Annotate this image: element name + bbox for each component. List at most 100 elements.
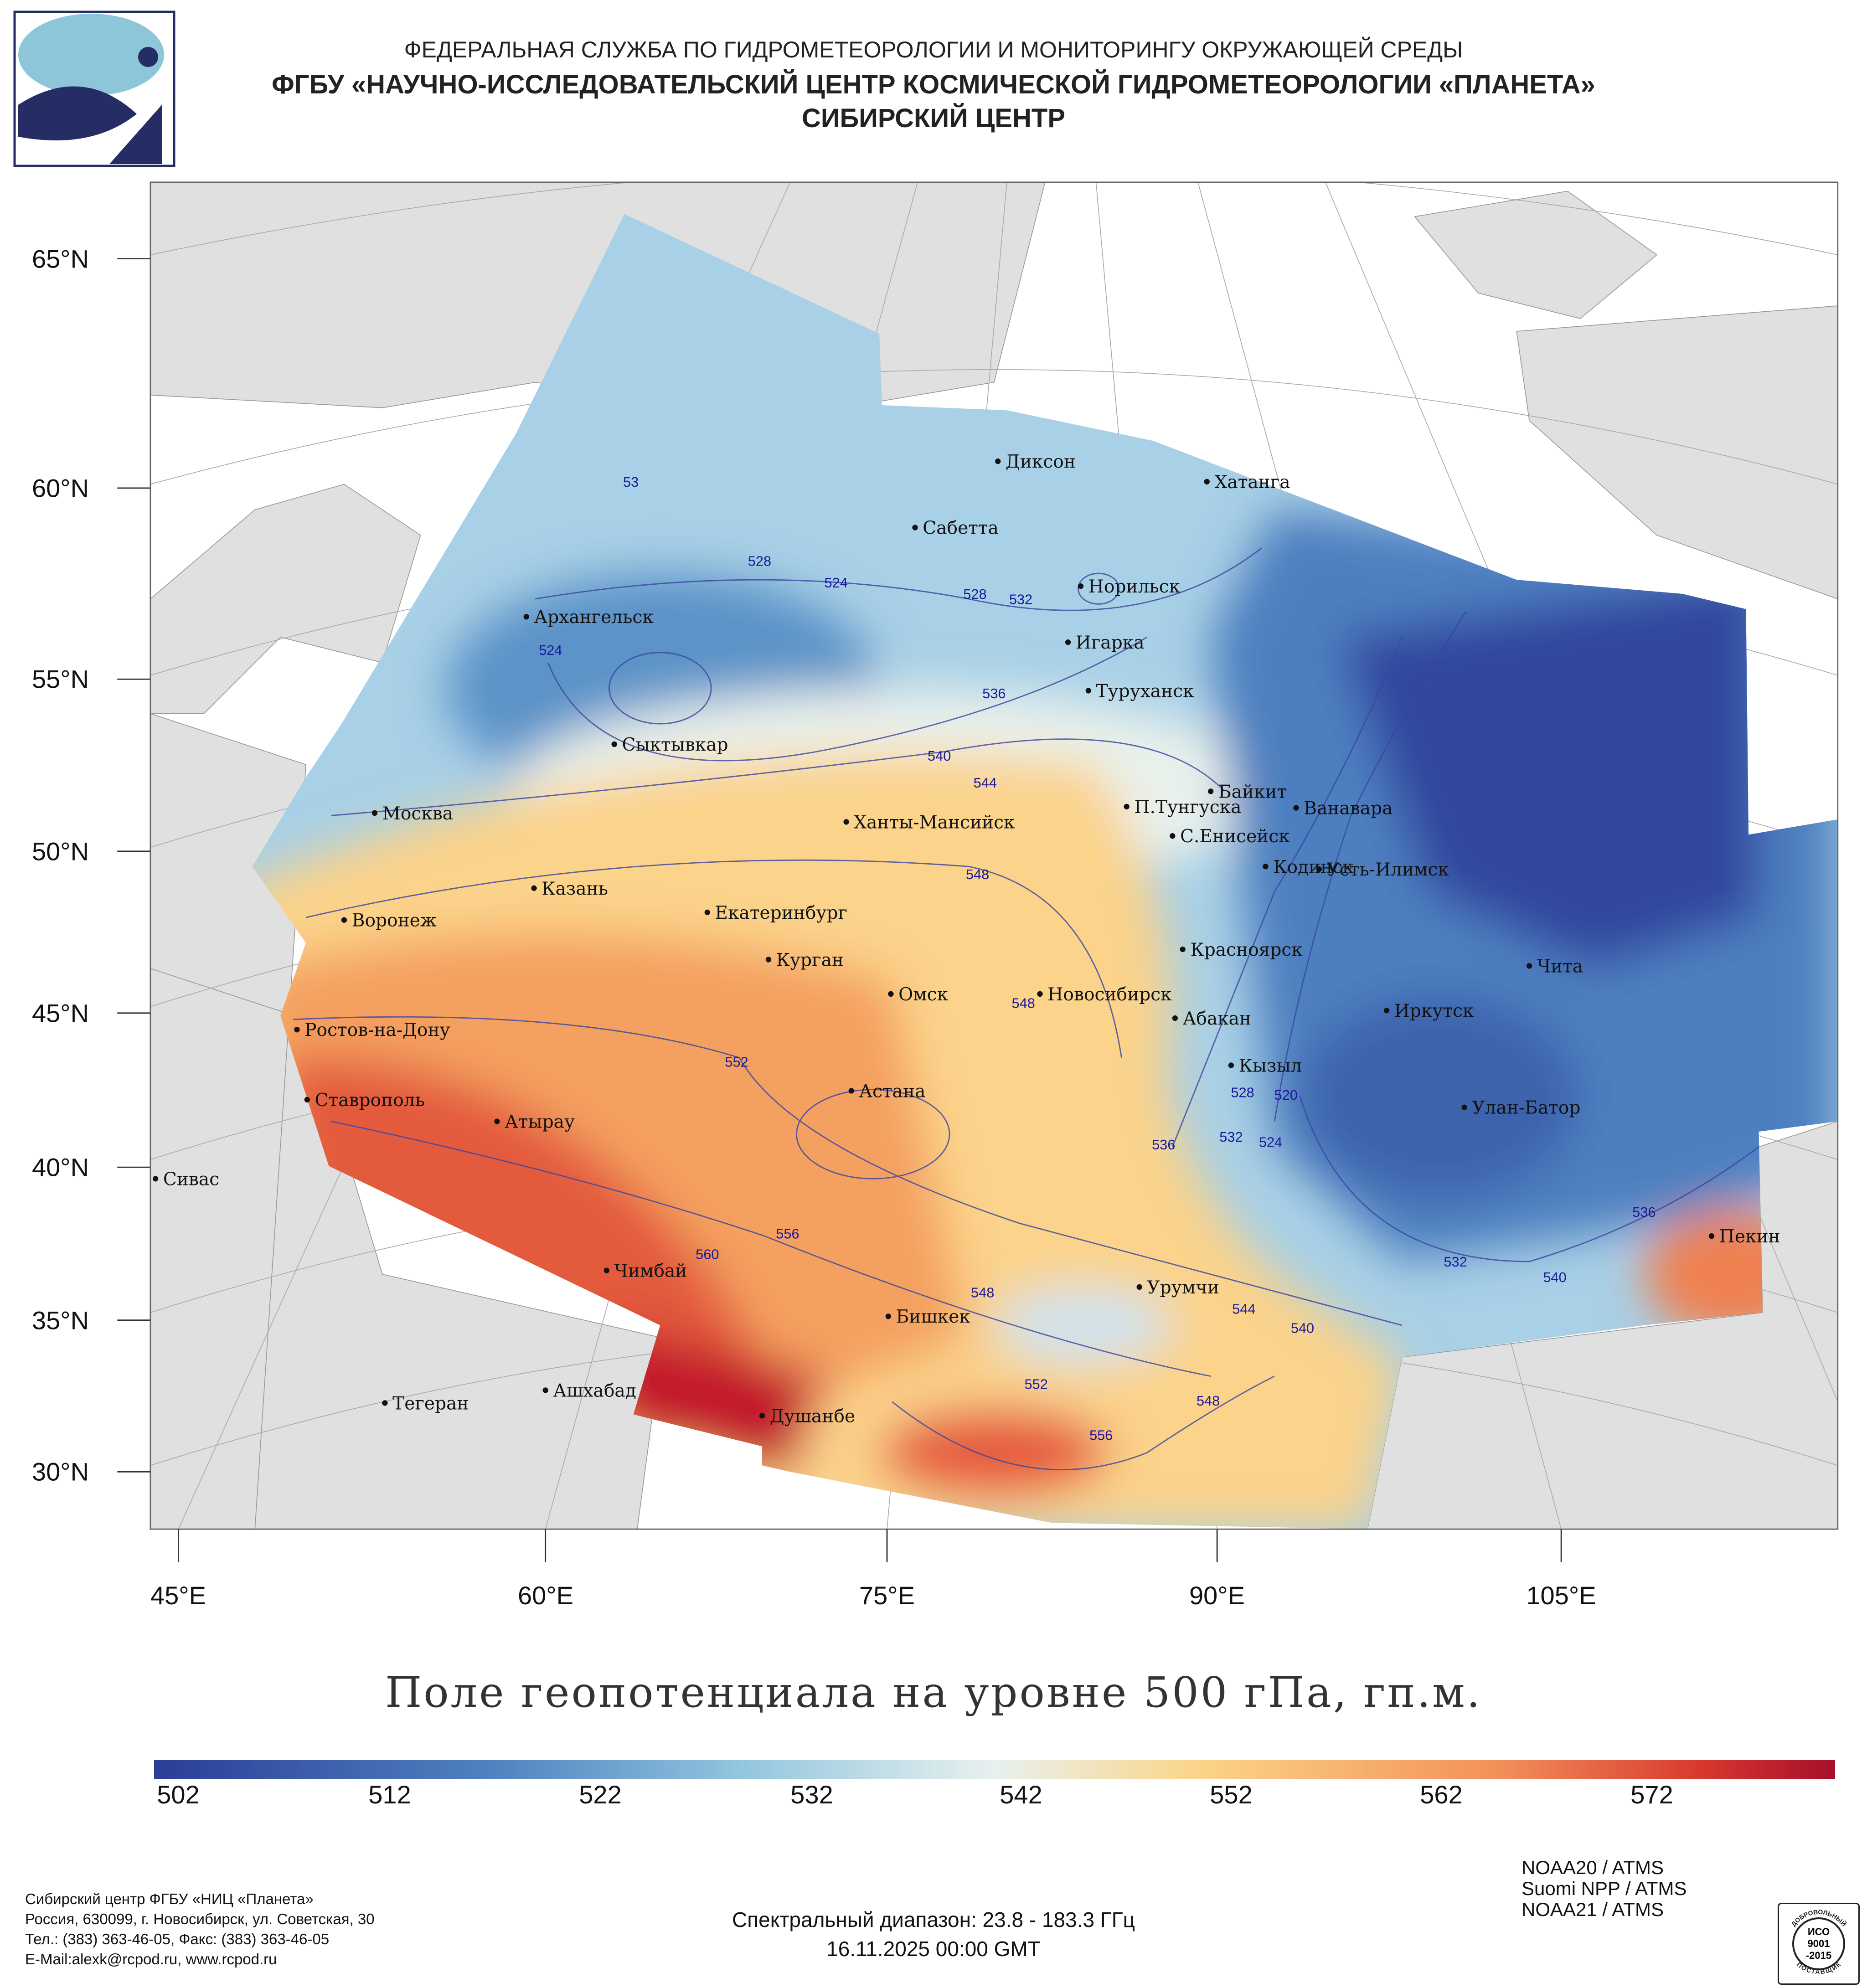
iso-line: ИСО bbox=[1807, 1926, 1830, 1937]
city-label: Байкит bbox=[1218, 782, 1287, 802]
header-organization: ФГБУ «НАУЧНО-ИССЛЕДОВАТЕЛЬСКИЙ ЦЕНТР КОС… bbox=[272, 70, 1595, 99]
contour-label: 520 bbox=[1274, 1087, 1298, 1103]
colorbar-label: 552 bbox=[1210, 1780, 1253, 1809]
city-marker bbox=[1293, 805, 1299, 811]
city-marker bbox=[848, 1088, 854, 1094]
city-label: Бишкек bbox=[896, 1307, 970, 1327]
city-marker bbox=[611, 741, 617, 747]
contour-label: 528 bbox=[1231, 1084, 1254, 1100]
city-marker bbox=[152, 1176, 159, 1182]
city-label: Хатанга bbox=[1215, 472, 1290, 493]
city-label: Ставрополь bbox=[315, 1090, 425, 1111]
contour-label: 560 bbox=[696, 1246, 719, 1262]
header-center: СИБИРСКИЙ ЦЕНТР bbox=[801, 103, 1066, 133]
lat-label: 65°N bbox=[32, 244, 89, 273]
city-label: Ханты-Мансийск bbox=[854, 812, 1015, 833]
iso-center: ИСО 9001 -2015 bbox=[1779, 1926, 1858, 1962]
iso-line: -2015 bbox=[1805, 1950, 1832, 1961]
lon-label: 75°E bbox=[859, 1581, 915, 1610]
cities: Диксон Хатанга Сабетта Норильск Архангельск И… bbox=[152, 452, 1780, 1427]
city-label: Тегеран bbox=[392, 1393, 469, 1414]
city-marker bbox=[765, 957, 772, 963]
contour-label: 524 bbox=[1259, 1134, 1282, 1150]
city-label: Норильск bbox=[1088, 577, 1180, 597]
city-marker bbox=[1461, 1104, 1467, 1110]
colorbar-label: 522 bbox=[579, 1780, 622, 1809]
contour-label: 548 bbox=[1197, 1393, 1220, 1409]
lat-label: 40°N bbox=[32, 1153, 89, 1182]
city-marker bbox=[1078, 583, 1084, 589]
colorbar-label: 532 bbox=[790, 1780, 833, 1809]
axis-ticks bbox=[117, 258, 1562, 1562]
contour-label: 552 bbox=[725, 1054, 748, 1070]
colorbar bbox=[154, 1760, 1835, 1779]
contour-label: 532 bbox=[1219, 1129, 1243, 1145]
city-label: Туруханск bbox=[1096, 681, 1194, 701]
city-marker bbox=[603, 1267, 610, 1273]
contact-info: Сибирский центр ФГБУ «НИЦ «Планета» Росс… bbox=[25, 1889, 375, 1969]
city-label: Чита bbox=[1537, 956, 1583, 977]
satellite: NOAA21 / ATMS bbox=[1521, 1899, 1664, 1920]
city-marker bbox=[1263, 864, 1269, 870]
city-label: Улан-Батор bbox=[1472, 1098, 1580, 1118]
contour-label: 524 bbox=[825, 575, 848, 591]
lat-label: 50°N bbox=[32, 837, 89, 866]
city-marker bbox=[1383, 1008, 1390, 1014]
city-marker bbox=[341, 917, 347, 923]
city-marker bbox=[304, 1097, 310, 1103]
city-label: Сыктывкар bbox=[622, 735, 728, 755]
city-label: Красноярск bbox=[1190, 940, 1302, 960]
city-marker bbox=[704, 909, 710, 916]
header-agency: ФЕДЕРАЛЬНАЯ СЛУЖБА ПО ГИДРОМЕТЕОРОЛОГИИ … bbox=[404, 37, 1463, 62]
contour-label: 544 bbox=[1232, 1301, 1255, 1317]
contour-label: 536 bbox=[1632, 1204, 1656, 1220]
contour-label: 544 bbox=[974, 775, 997, 791]
city-marker bbox=[542, 1387, 548, 1393]
colorbar-label: 502 bbox=[157, 1780, 200, 1809]
contour-label: 540 bbox=[1291, 1320, 1314, 1336]
org-email[interactable]: E-Mail:alexk@rcpod.ru, www.rcpod.ru bbox=[25, 1951, 277, 1967]
city-label: Усть-Илимск bbox=[1327, 860, 1449, 880]
city-label: Чимбай bbox=[614, 1261, 687, 1282]
city-label: Ростов-на-Дону bbox=[304, 1020, 450, 1040]
lon-label: 90°E bbox=[1189, 1581, 1245, 1610]
lat-label: 60°N bbox=[32, 474, 89, 503]
planeta-logo bbox=[13, 10, 175, 167]
contour-label: 556 bbox=[776, 1226, 799, 1242]
iso-ring: ДОБРОВОЛЬНЫЙ ПОСТАВЩИК bbox=[1790, 1908, 1848, 1976]
city-marker bbox=[371, 810, 378, 816]
city-marker bbox=[1085, 688, 1091, 694]
spectral-range: Спектральный диапазон: 23.8 - 183.3 ГГц bbox=[732, 1908, 1135, 1931]
city-label: Ванавара bbox=[1304, 798, 1393, 819]
contour-label: 532 bbox=[1009, 591, 1032, 607]
city-label: Казань bbox=[542, 879, 608, 899]
map-title: Поле геопотенциала на уровне 500 гПа, гп… bbox=[385, 1668, 1482, 1717]
city-label: Москва bbox=[382, 803, 453, 824]
city-marker bbox=[1170, 833, 1176, 839]
map-area: 53 528 524 528 532 524 536 540 544 548 548 552 556 56… bbox=[150, 182, 1838, 1530]
city-marker bbox=[1208, 788, 1214, 794]
svg-text:ПОСТАВЩИК: ПОСТАВЩИК bbox=[1795, 1961, 1842, 1976]
colorbar-label: 542 bbox=[1000, 1780, 1042, 1809]
city-label: П.Тунгуска bbox=[1134, 797, 1241, 818]
contour-label: 556 bbox=[1089, 1427, 1113, 1443]
org-address: Россия, 630099, г. Новосибирск, ул. Сове… bbox=[25, 1911, 375, 1927]
city-marker bbox=[1708, 1233, 1715, 1239]
city-label: Астана bbox=[859, 1081, 926, 1102]
iso-certification-badge: ДОБРОВОЛЬНЫЙ ПОСТАВЩИК ИСО 9001 -2015 bbox=[1778, 1903, 1860, 1985]
contour-label: 532 bbox=[1444, 1254, 1467, 1270]
city-label: Кызыл bbox=[1239, 1056, 1302, 1076]
colorbar-label: 572 bbox=[1630, 1780, 1673, 1809]
contour-label: 528 bbox=[963, 586, 986, 602]
lat-label: 55°N bbox=[32, 664, 89, 694]
city-marker bbox=[995, 458, 1001, 464]
satellite: NOAA20 / ATMS bbox=[1521, 1857, 1664, 1878]
city-marker bbox=[523, 614, 529, 620]
city-marker bbox=[1228, 1062, 1234, 1068]
city-label: Курган bbox=[776, 950, 844, 970]
lat-label: 45°N bbox=[32, 999, 89, 1028]
contour-label: 548 bbox=[966, 866, 989, 882]
city-label: Новосибирск bbox=[1047, 984, 1171, 1005]
city-marker bbox=[1172, 1015, 1178, 1021]
